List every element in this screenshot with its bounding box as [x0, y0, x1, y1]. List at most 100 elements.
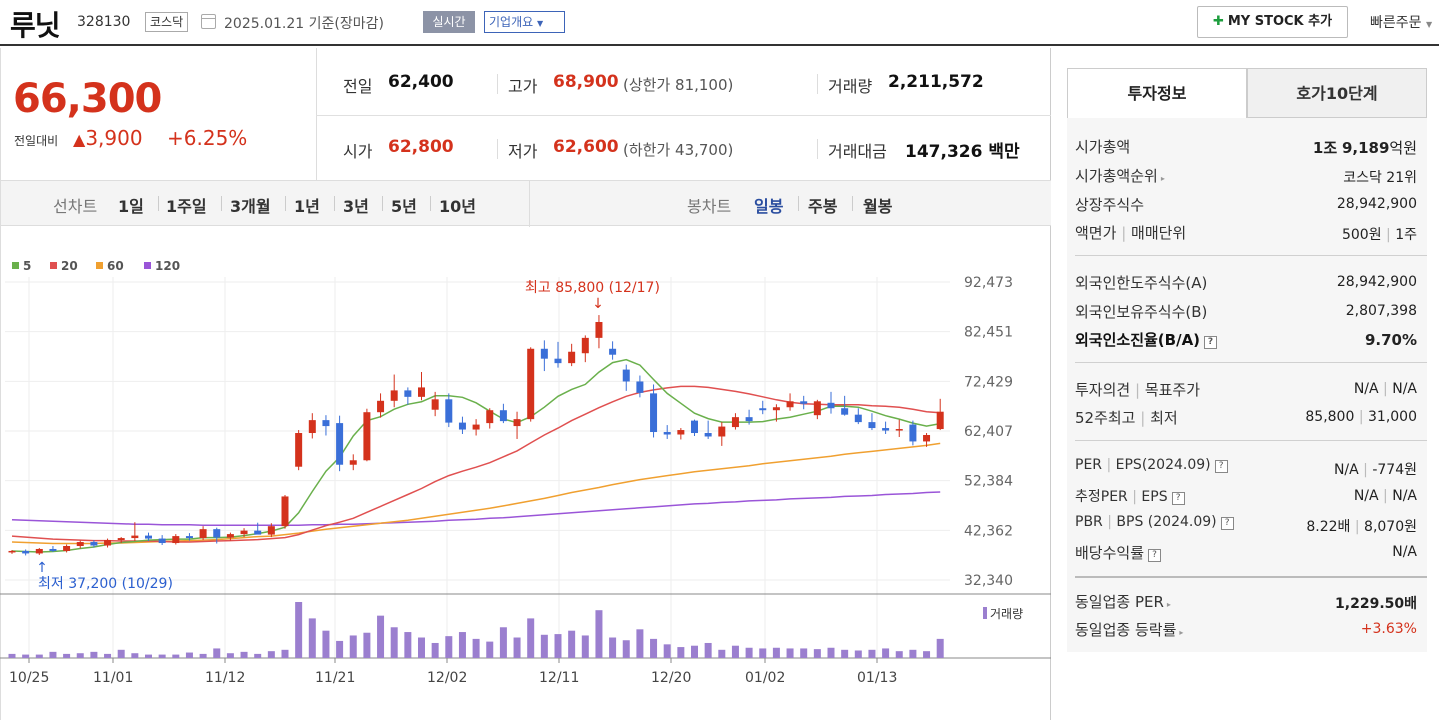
- period-5y[interactable]: 5년: [391, 197, 417, 216]
- open-value: 62,800: [388, 137, 454, 157]
- realtime-button[interactable]: 실시간: [423, 11, 475, 33]
- chevron-right-icon: ▸: [1160, 174, 1165, 183]
- x-tick-label: 01/02: [745, 670, 785, 686]
- candle-body: [295, 433, 303, 467]
- candle-body: [540, 348, 548, 359]
- divider: [1075, 362, 1427, 363]
- candle-body: [199, 529, 207, 539]
- chart-legend: 5 20 60 120: [12, 259, 180, 273]
- x-tick-label: 12/11: [539, 670, 579, 686]
- volume-bar: [704, 642, 712, 658]
- ma60-line: [11, 442, 941, 545]
- volume-bar: [458, 632, 466, 658]
- candle-body: [745, 417, 753, 422]
- candle-body: [90, 542, 98, 546]
- chevron-down-icon: ▼: [1425, 20, 1433, 29]
- period-1y[interactable]: 1년: [294, 197, 320, 216]
- candle-daily[interactable]: 일봉: [754, 197, 784, 216]
- volume-bar: [8, 653, 16, 658]
- candles: [8, 315, 944, 556]
- candle-body: [418, 387, 425, 397]
- open-label: 시가: [343, 142, 373, 161]
- opinion-value: N/A | N/A: [1353, 381, 1417, 397]
- candle-body: [158, 538, 166, 544]
- basis-date: 2025.01.21 기준(장마감): [224, 16, 384, 32]
- volume-bar: [895, 651, 903, 658]
- candle-body: [267, 526, 275, 535]
- volume-legend-swatch: [983, 607, 987, 619]
- volume-bar: [527, 618, 535, 658]
- candle-body: [404, 390, 412, 397]
- divider: [497, 139, 498, 159]
- volume-bar: [923, 651, 931, 658]
- period-1w[interactable]: 1주일: [166, 197, 207, 216]
- y-tick-label: 32,340: [964, 573, 1013, 589]
- help-icon[interactable]: ?: [1171, 492, 1185, 505]
- period-3y[interactable]: 3년: [343, 197, 369, 216]
- candle-weekly[interactable]: 주봉: [808, 197, 838, 216]
- legend-label: 120: [155, 259, 180, 273]
- period-1d[interactable]: 1일: [118, 197, 144, 216]
- sector-rate-label[interactable]: 동일업종 등락률 ▸: [1075, 621, 1184, 639]
- volume-value: 2,211,572: [888, 72, 984, 92]
- candle-body: [759, 408, 767, 411]
- volume-bar: [22, 654, 30, 658]
- market-cap-rank-label[interactable]: 시가총액순위 ▸: [1075, 167, 1165, 185]
- sector-per-label[interactable]: 동일업종 PER ▸: [1075, 593, 1171, 611]
- high-annotation: 최고 85,800 (12/17): [525, 280, 660, 296]
- tab-orderbook[interactable]: 호가10단계: [1247, 68, 1427, 118]
- period-3m[interactable]: 3개월: [230, 197, 271, 216]
- volume-bar: [117, 649, 125, 658]
- help-icon[interactable]: ?: [1220, 517, 1234, 530]
- candle-body: [513, 419, 521, 427]
- candle-body: [923, 434, 931, 442]
- add-mystock-button[interactable]: ✚ MY STOCK 추가: [1197, 6, 1348, 38]
- volume-bar: [513, 637, 521, 658]
- volume-bar: [868, 649, 876, 658]
- chevron-right-icon: ▸: [1166, 600, 1171, 609]
- candle-body: [731, 417, 739, 428]
- candle-body: [213, 529, 221, 538]
- volume-bar: [882, 648, 890, 658]
- tab-invest-info[interactable]: 투자정보: [1067, 68, 1247, 118]
- moving-averages: [11, 358, 941, 553]
- divider: [430, 196, 431, 211]
- shares-label: 상장주식수: [1075, 196, 1145, 214]
- y-tick-label: 92,473: [964, 275, 1013, 291]
- price-chart[interactable]: 5 20 60 120 거래량 92,473 82,451 72,429 62,407 52,…: [0, 250, 1051, 690]
- candle-monthly[interactable]: 월봉: [863, 197, 893, 216]
- x-tick-label: 10/25: [9, 670, 49, 686]
- volume-bar: [636, 629, 644, 658]
- company-info-dropdown[interactable]: 기업개요 ▼: [484, 11, 565, 33]
- period-10y[interactable]: 10년: [439, 197, 476, 216]
- volume-bar: [650, 638, 658, 658]
- help-icon[interactable]: ?: [1204, 336, 1218, 349]
- volume-bar: [772, 647, 780, 658]
- volume-bar: [267, 651, 275, 658]
- est-per-label: 추정PER | EPS?: [1075, 486, 1185, 506]
- volume-bar: [172, 654, 180, 658]
- volume-bar: [254, 653, 262, 658]
- current-price: 66,300: [13, 76, 162, 122]
- volume-bar: [486, 641, 494, 658]
- candle-body: [527, 348, 535, 420]
- divider: [1075, 255, 1427, 256]
- candle-body: [909, 424, 917, 442]
- volume-bar: [595, 610, 603, 658]
- amount-value: 147,326 백만: [905, 142, 1020, 162]
- prev-value: 62,400: [388, 72, 454, 92]
- upper-limit: (상한가 81,100): [623, 76, 734, 94]
- candle-body: [936, 411, 944, 430]
- divider: [221, 196, 222, 211]
- candle-body: [486, 410, 494, 424]
- divider: [1075, 440, 1427, 441]
- candle-body: [104, 540, 112, 546]
- candle-body: [895, 429, 903, 431]
- quick-order-button[interactable]: 빠른주문 ▼: [1370, 15, 1433, 31]
- help-icon[interactable]: ?: [1148, 549, 1162, 562]
- volume-bar: [663, 644, 671, 658]
- help-icon[interactable]: ?: [1214, 460, 1228, 473]
- face-value: 500원 | 1주: [1341, 227, 1417, 243]
- up-triangle-icon: ▲: [73, 130, 86, 149]
- volume-bar: [363, 632, 371, 658]
